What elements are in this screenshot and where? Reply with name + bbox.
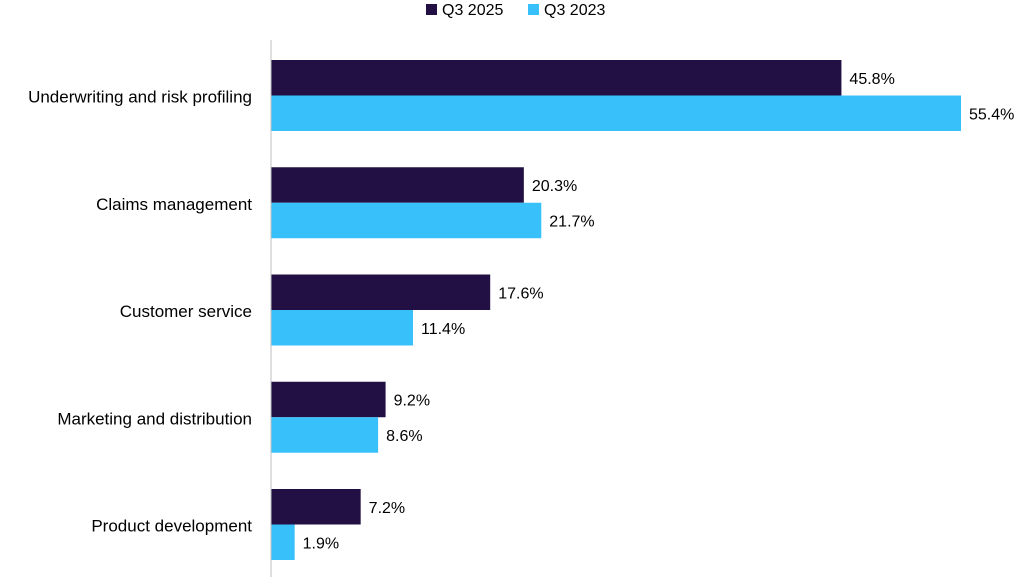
data-label-q3-2025: 45.8% (849, 71, 894, 88)
bar-q3-2025 (271, 167, 524, 203)
legend: Q3 2025 Q3 2023 (426, 2, 605, 19)
bar-q3-2023 (271, 417, 379, 453)
data-label-q3-2023: 21.7% (549, 214, 594, 231)
data-label-q3-2025: 9.2% (394, 393, 430, 410)
legend-label-q3-2025: Q3 2025 (442, 2, 503, 19)
bar-q3-2023 (271, 95, 961, 131)
category-label: Customer service (120, 302, 252, 321)
data-label-q3-2023: 8.6% (386, 428, 422, 445)
legend-label-q3-2023: Q3 2023 (544, 2, 605, 19)
bar-q3-2023 (271, 310, 413, 346)
bar-q3-2023 (271, 524, 295, 560)
category-labels: Underwriting and risk profiling Claims ma… (28, 88, 252, 536)
bar-q3-2023 (271, 202, 542, 239)
bars: 45.8% 55.4% 20.3% 21.7% 17.6% 11.4% 9.2% 8.6% 7.… (271, 60, 1014, 560)
category-label: Claims management (96, 195, 252, 214)
data-label-q3-2025: 20.3% (532, 178, 577, 195)
data-label-q3-2023: 1.9% (303, 535, 339, 552)
category-label: Underwriting and risk profiling (28, 88, 252, 107)
category-label: Marketing and distribution (57, 409, 252, 428)
legend-swatch-q3-2025 (426, 4, 437, 15)
data-label-q3-2023: 11.4% (421, 321, 465, 338)
data-label-q3-2025: 7.2% (369, 500, 405, 517)
bar-q3-2025 (271, 274, 491, 310)
category-label: Product development (91, 517, 252, 536)
bar-q3-2025 (271, 381, 386, 418)
legend-swatch-q3-2023 (528, 4, 539, 15)
bar-q3-2025 (271, 489, 361, 525)
bar-q3-2025 (271, 60, 842, 96)
data-label-q3-2023: 55.4% (969, 106, 1014, 123)
data-label-q3-2025: 17.6% (498, 285, 543, 302)
